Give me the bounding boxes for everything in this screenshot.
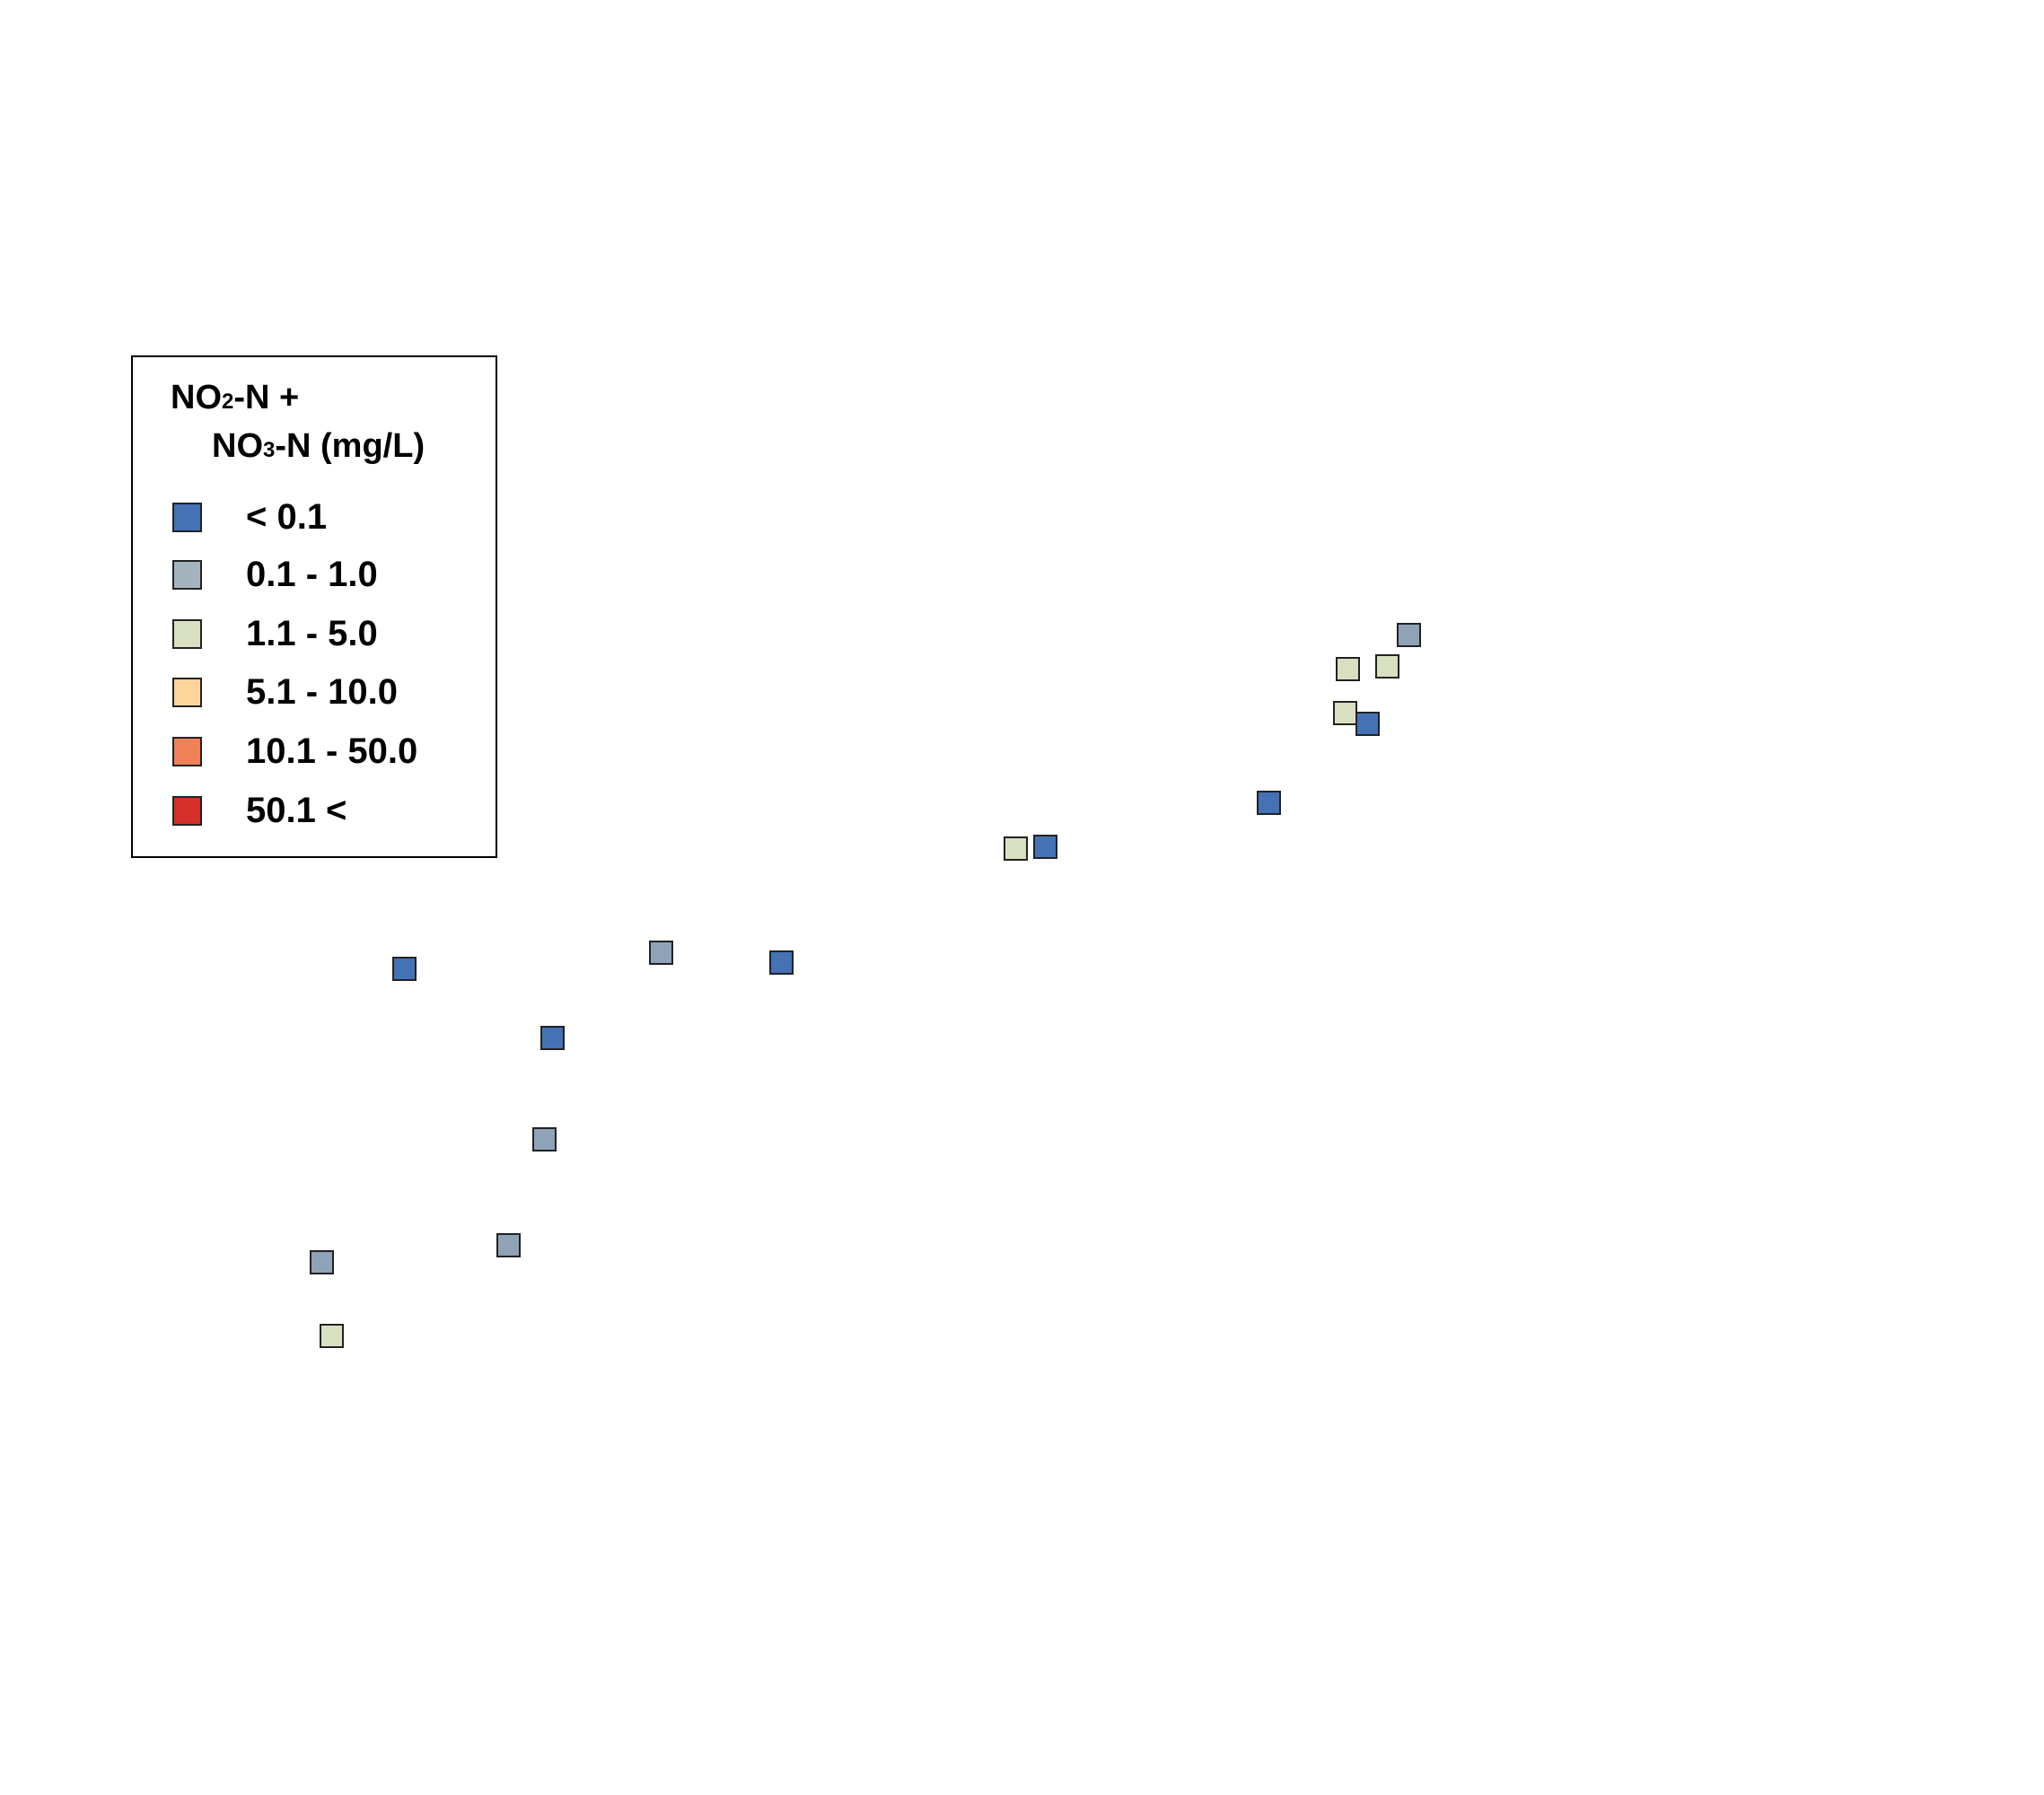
legend-item: < 0.1 — [172, 499, 327, 535]
sample-site-marker — [1375, 654, 1399, 679]
sample-site-marker — [649, 941, 673, 965]
legend-swatch — [172, 795, 202, 826]
legend-title-line2: NO3-N (mg/L) — [212, 427, 425, 465]
legend-item: 0.1 - 1.0 — [172, 556, 378, 592]
sample-site-marker — [1355, 712, 1380, 736]
legend-title-line1: NO2-N + — [171, 379, 300, 416]
legend-label: 0.1 - 1.0 — [246, 555, 378, 594]
legend-item: 1.1 - 5.0 — [172, 616, 378, 652]
sample-site-marker — [1397, 623, 1421, 647]
legend-swatch — [172, 559, 202, 590]
legend-label: 50.1 < — [246, 791, 347, 830]
legend-label: 1.1 - 5.0 — [246, 614, 378, 653]
sample-site-marker — [310, 1250, 334, 1274]
legend-label: < 0.1 — [246, 497, 328, 537]
sample-site-marker — [769, 950, 794, 975]
legend-swatch — [172, 618, 202, 649]
sample-site-marker — [1004, 836, 1028, 861]
sample-site-marker — [1336, 657, 1360, 681]
sample-site-marker — [532, 1127, 557, 1151]
sample-site-marker — [1033, 835, 1057, 859]
legend-item: 50.1 < — [172, 792, 347, 828]
sample-site-marker — [1333, 701, 1357, 725]
sample-site-marker — [392, 957, 417, 981]
legend-item: 10.1 - 50.0 — [172, 733, 417, 769]
legend-swatch — [172, 502, 202, 532]
sample-site-marker — [1257, 791, 1281, 815]
legend-swatch — [172, 736, 202, 766]
sample-site-marker — [540, 1026, 565, 1050]
legend-label: 5.1 - 10.0 — [246, 672, 399, 712]
map-legend: NO2-N + NO3-N (mg/L) < 0.1 0.1 - 1.0 1.1 -… — [131, 355, 497, 858]
legend-label: 10.1 - 50.0 — [246, 731, 418, 771]
sample-site-marker — [320, 1324, 344, 1348]
legend-swatch — [172, 677, 202, 707]
legend-item: 5.1 - 10.0 — [172, 674, 398, 710]
sample-site-marker — [496, 1233, 521, 1257]
